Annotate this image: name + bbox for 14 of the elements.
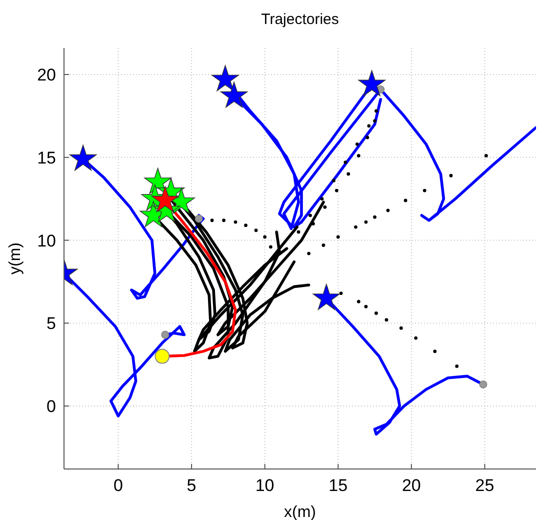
x-tick-label: 15 — [328, 476, 348, 495]
y-tick-label: 10 — [37, 231, 56, 250]
y-tick-label: 0 — [46, 397, 56, 416]
x-tick-label: 0 — [114, 476, 123, 495]
x-tick-label: 10 — [255, 476, 274, 495]
x-tick-label: 25 — [475, 476, 494, 495]
x-tick-label: 20 — [402, 476, 421, 495]
y-axis-title: y(m) — [7, 242, 24, 274]
y-tick-label: 15 — [37, 148, 56, 168]
y-tick-label: 5 — [46, 314, 56, 334]
chart-title: Trajectories — [261, 11, 339, 28]
x-axis-title: x(m) — [284, 504, 316, 520]
x-tick-label: 5 — [186, 476, 196, 495]
y-tick-label: 20 — [37, 66, 56, 85]
